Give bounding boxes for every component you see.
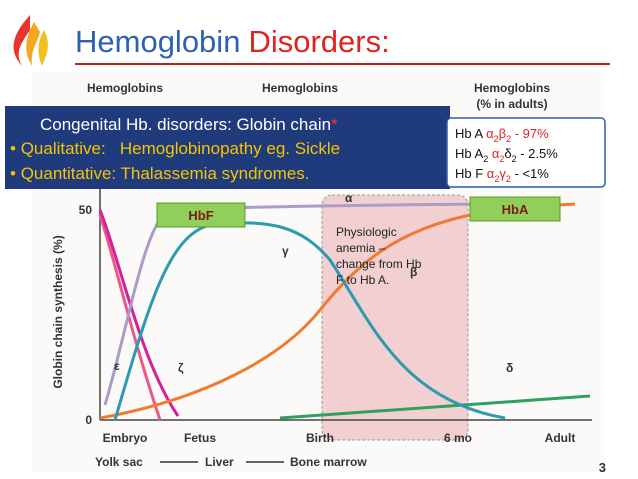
curve-label: β <box>410 265 417 279</box>
legend-text: δ <box>504 146 511 161</box>
page-number: 3 <box>599 460 606 475</box>
legend-text: α <box>488 146 500 161</box>
column-header: Hemoglobins <box>262 81 338 95</box>
title-part: Hemoglobin <box>75 24 240 59</box>
asterisk: * <box>331 115 338 134</box>
curve-label: α <box>345 191 353 205</box>
y-tick-label: 0 <box>85 413 92 427</box>
bullet-text: Qualitative: Hemoglobinopathy eg. Sickle <box>21 139 340 158</box>
column-header-sub: (% in adults) <box>476 97 547 111</box>
subscript: 2 <box>494 134 499 144</box>
legend-row: Hb A α2β2 - 97% <box>455 126 549 144</box>
title-part: Disorders: <box>248 24 389 59</box>
subscript: 2 <box>506 134 511 144</box>
bullet: • Quantitative: Thalassemia syndromes. <box>10 164 310 183</box>
x-label: Embryo <box>103 431 148 445</box>
bullet-text: Quantitative: Thalassemia syndromes. <box>21 164 310 183</box>
annotation-line: anemia – <box>336 241 386 255</box>
legend-text: Hb F <box>455 166 487 181</box>
overlay-heading: Congenital Hb. disorders: Globin chain* <box>40 115 338 134</box>
overlay-box <box>5 106 450 189</box>
annotation-line: Physiologic <box>336 225 397 239</box>
legend-box <box>446 117 606 188</box>
legend-text: α <box>487 166 495 181</box>
curve-label: ε <box>114 359 120 373</box>
annotation: Physiologic anemia – change from Hb F to… <box>336 225 425 287</box>
legend-text: α <box>486 126 494 141</box>
stage-label: Bone marrow <box>290 455 367 469</box>
hbf-label: HbF <box>188 208 213 223</box>
legend-text: - 2.5% <box>517 146 559 161</box>
legend-text: γ <box>499 166 506 181</box>
annotation-line: change from Hb <box>336 257 422 271</box>
curve-label: δ <box>506 361 513 375</box>
x-label: Fetus <box>184 431 216 445</box>
subscript: 2 <box>506 174 511 184</box>
x-label: Birth <box>306 431 334 445</box>
stage-label: Liver <box>205 455 234 469</box>
y-axis-label: Globin chain synthesis (%) <box>51 235 65 388</box>
legend-text: Hb A <box>455 146 484 161</box>
gamma-curve <box>113 221 506 421</box>
logo <box>13 15 48 66</box>
legend-row: Hb A2 α2δ2 - 2.5% <box>455 146 558 164</box>
hba-box <box>469 196 561 222</box>
anemia-region <box>321 194 469 441</box>
x-label: 6 mo <box>444 431 472 445</box>
subscript: 2 <box>483 154 488 164</box>
column-header: Hemoglobins <box>87 81 163 95</box>
legend-text: - 97% <box>511 126 549 141</box>
legend-rows: Hb A α2β2 - 97%Hb A2 α2δ2 - 2.5%Hb F α2γ… <box>455 126 558 184</box>
subscript: 2 <box>499 154 504 164</box>
y-tick-label: 50 <box>79 203 93 217</box>
heading-text: Congenital Hb. disorders: Globin chain <box>40 115 331 134</box>
curve-label: γ <box>282 244 289 258</box>
legend-row: Hb F α2γ2 - <1% <box>455 166 549 184</box>
stage-label: Yolk sac <box>95 455 143 469</box>
subscript: 2 <box>494 174 499 184</box>
hba-label: HbA <box>502 202 529 217</box>
bullet: • Qualitative: Hemoglobinopathy eg. Sick… <box>10 139 340 158</box>
hbf-box <box>156 202 246 228</box>
zeta-curve <box>98 209 180 417</box>
annotation-line: F to Hb A. <box>336 273 389 287</box>
subscript: 2 <box>512 154 517 164</box>
x-label: Adult <box>545 431 576 445</box>
title: Hemoglobin Disorders: <box>75 24 390 59</box>
legend-text: β <box>499 126 506 141</box>
legend-text: Hb A <box>455 126 486 141</box>
epsilon-curve <box>98 214 162 421</box>
delta-curve <box>279 394 591 420</box>
legend-text: - <1% <box>511 166 549 181</box>
column-header: Hemoglobins <box>474 81 550 95</box>
curve-label: ζ <box>178 361 184 375</box>
